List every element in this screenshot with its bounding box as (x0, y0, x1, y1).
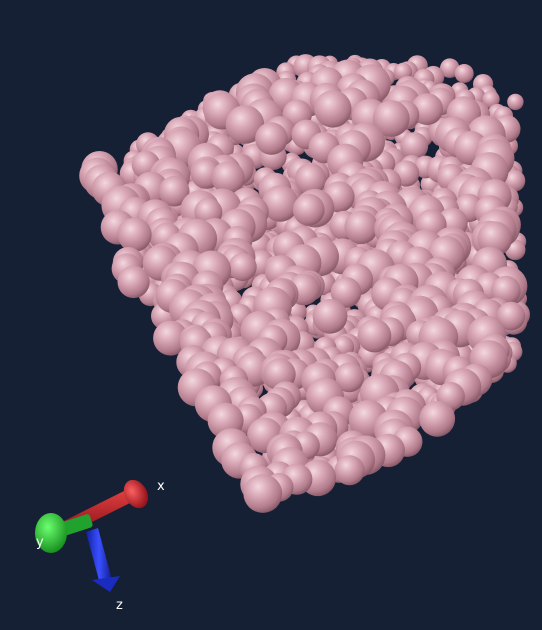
particle-sphere (419, 400, 456, 437)
particle-sphere (228, 252, 257, 282)
particle-sphere (372, 100, 410, 137)
particle-sphere (295, 163, 327, 195)
particle-sphere (312, 298, 348, 334)
particle-sphere (454, 64, 474, 83)
particle-sphere (117, 217, 152, 252)
particle-sphere (314, 90, 352, 128)
particle-sphere (330, 277, 362, 308)
particle-sphere (262, 185, 299, 222)
particle-sphere (158, 175, 190, 207)
axes-orientation-triad: x y z (35, 479, 165, 613)
particle-sphere (211, 161, 245, 195)
particle-sphere (507, 93, 524, 111)
particle-sphere (255, 122, 288, 155)
particle-sphere (243, 474, 283, 513)
particle-sphere (225, 105, 265, 144)
particle-cluster[interactable] (79, 54, 530, 513)
particle-sphere (400, 132, 429, 160)
particle-sphere (496, 301, 526, 331)
particle-sphere (482, 90, 500, 109)
x-axis-label: x (157, 479, 165, 494)
particle-sphere (344, 210, 379, 244)
particle-sphere (334, 362, 365, 393)
z-axis-label: z (116, 598, 123, 613)
particle-sphere (153, 320, 189, 356)
y-axis-arrow (35, 513, 93, 553)
y-axis-label: y (36, 535, 44, 550)
particle-sphere (292, 193, 325, 226)
particle-sphere (117, 265, 150, 299)
particle-sphere (334, 455, 365, 486)
z-axis-arrow (86, 528, 120, 592)
particle-sphere (357, 318, 392, 353)
particle-sphere (440, 58, 460, 78)
